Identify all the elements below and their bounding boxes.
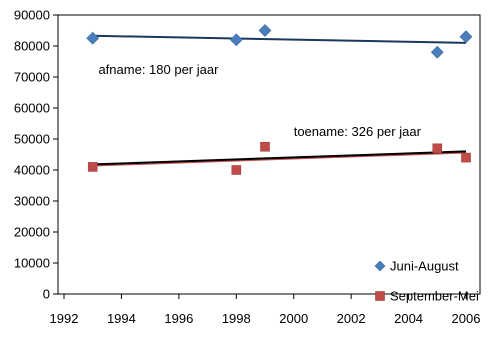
data-points [86,24,473,175]
trend-annotation: afname: 180 per jaar [98,62,219,77]
data-point-juni-august [86,31,100,45]
y-tick-label: 80000 [14,39,50,54]
y-tick-label: 40000 [14,163,50,178]
data-point-september-mei [432,143,443,154]
legend: Juni-August September-Mei [374,259,479,304]
x-tick-label: 2000 [279,311,308,326]
y-tick-label: 70000 [14,70,50,85]
legend-marker-juni-august [374,260,386,272]
data-point-juni-august [258,24,272,37]
x-tick-label: 2002 [337,311,366,326]
data-point-september-mei [87,162,98,172]
y-tick-label: 90000 [14,8,50,23]
trend-line-september-mei [92,150,467,166]
data-point-juni-august [430,45,444,59]
trend-annotation: toename: 326 per jaar [294,124,422,139]
x-tick-label: 1998 [222,311,251,326]
trend-lines [92,34,467,167]
x-tick-label: 1996 [164,311,193,326]
annotations: afname: 180 per jaar toename: 326 per jaa… [98,62,421,139]
x-tick-label: 1994 [107,311,136,326]
legend-marker-september-mei [375,291,385,301]
y-tick-label: 0 [43,287,50,302]
data-point-juni-august [229,33,243,47]
data-point-september-mei [461,152,471,163]
y-tick-label: 30000 [14,194,50,209]
x-axis: 1992 1994 1996 1998 2000 2002 2004 2006 [50,294,481,326]
y-axis: 0 10000 20000 30000 40000 50000 60000 70000 8000… [14,8,58,302]
data-point-juni-august [459,30,473,44]
data-point-september-mei [231,165,242,175]
y-tick-label: 20000 [14,225,50,240]
trend-line-september-mei-shadow [92,151,467,167]
data-point-september-mei [260,141,270,152]
trend-line-juni-august [92,34,467,44]
y-tick-label: 10000 [14,256,50,271]
legend-label: September-Mei [390,289,479,304]
x-tick-label: 2004 [394,311,423,326]
x-tick-label: 2006 [452,311,481,326]
y-tick-label: 60000 [14,101,50,116]
legend-label: Juni-August [390,259,459,274]
x-tick-label: 1992 [50,311,79,326]
y-tick-label: 50000 [14,132,50,147]
